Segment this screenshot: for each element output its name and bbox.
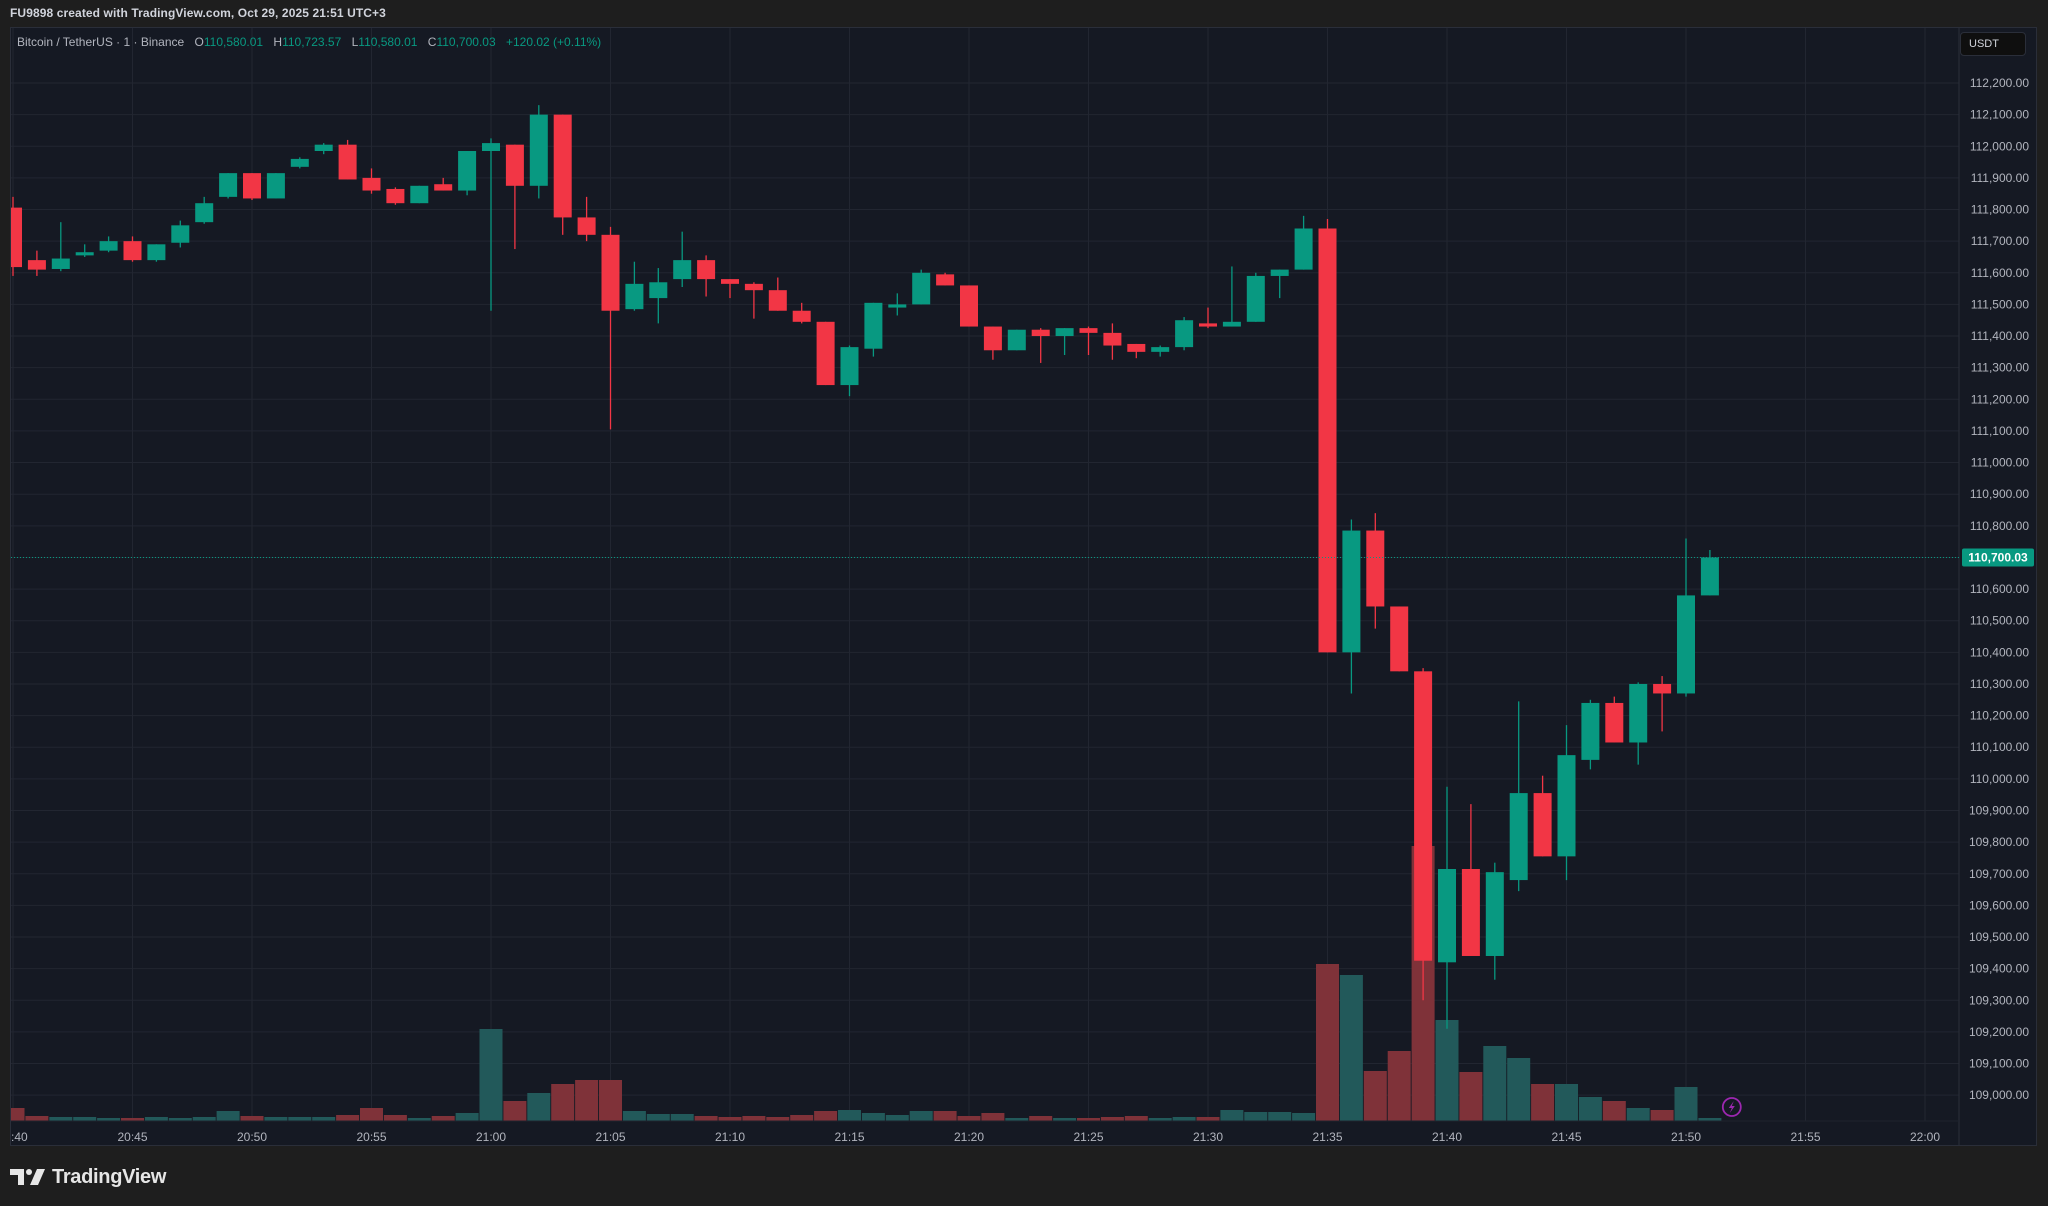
price-candles — [11, 105, 1719, 1029]
svg-text:110,900.00: 110,900.00 — [1970, 487, 2029, 501]
svg-text:111,000.00: 111,000.00 — [1971, 456, 2030, 470]
svg-text:110,600.00: 110,600.00 — [1970, 582, 2029, 596]
open-value: 110,580.01 — [203, 35, 264, 49]
close-value: 110,700.03 — [436, 35, 496, 49]
svg-text:109,400.00: 109,400.00 — [1969, 962, 2029, 976]
svg-text:110,800.00: 110,800.00 — [1970, 519, 2029, 533]
svg-text:109,100.00: 109,100.00 — [1969, 1057, 2029, 1071]
svg-text:109,500.00: 109,500.00 — [1969, 930, 2029, 944]
volume-bars — [11, 846, 1722, 1121]
svg-text:109,800.00: 109,800.00 — [1969, 835, 2029, 849]
svg-text:109,700.00: 109,700.00 — [1969, 867, 2029, 881]
tradingview-logo[interactable]: TradingView — [10, 1165, 166, 1189]
grid-lines — [11, 28, 1959, 1121]
svg-text:111,600.00: 111,600.00 — [1971, 266, 2030, 280]
svg-text:109,600.00: 109,600.00 — [1969, 898, 2029, 912]
tradingview-logo-icon — [10, 1169, 45, 1185]
chart-credit: FU9898 created with TradingView.com, Oct… — [10, 6, 386, 20]
svg-text:110,700.03: 110,700.03 — [1968, 550, 2028, 564]
svg-text:109,900.00: 109,900.00 — [1969, 803, 2029, 817]
svg-text:21:35: 21:35 — [1312, 1130, 1342, 1144]
svg-text:21:05: 21:05 — [595, 1130, 625, 1144]
symbol-title[interactable]: Bitcoin / TetherUS · 1 · Binance — [17, 35, 185, 49]
svg-text:21:10: 21:10 — [715, 1130, 745, 1144]
current-price-line: 110,700.03 — [11, 548, 2034, 567]
change-value: +120.02 (+0.11%) — [505, 35, 602, 49]
currency-unit-button[interactable]: USDT — [1960, 32, 2026, 56]
lightning-alert-icon[interactable] — [1721, 1097, 1742, 1117]
svg-text:109,200.00: 109,200.00 — [1969, 1025, 2029, 1039]
svg-text:21:45: 21:45 — [1551, 1130, 1581, 1144]
high-value: 110,723.57 — [282, 35, 342, 49]
svg-text:22:00: 22:00 — [1910, 1130, 1940, 1144]
svg-text:110,000.00: 110,000.00 — [1970, 772, 2029, 786]
svg-text:110,400.00: 110,400.00 — [1970, 645, 2029, 659]
close-label: C — [427, 35, 437, 49]
svg-text::40: :40 — [11, 1130, 28, 1144]
tradingview-logo-text: TradingView — [52, 1165, 167, 1188]
high-label: H — [273, 35, 283, 49]
svg-text:111,400.00: 111,400.00 — [1971, 329, 2030, 343]
svg-text:110,200.00: 110,200.00 — [1970, 709, 2029, 723]
low-label: L — [351, 35, 359, 49]
price-axis[interactable]: 112,200.00 112,100.00 112,000.00 111,900.00… — [1960, 28, 2037, 1146]
chart-frame[interactable]: Bitcoin / TetherUS · 1 · Binance O110,58… — [10, 27, 2037, 1146]
svg-text:21:30: 21:30 — [1193, 1130, 1223, 1144]
svg-text:110,500.00: 110,500.00 — [1970, 614, 2029, 628]
svg-text:20:45: 20:45 — [117, 1130, 147, 1144]
open-label: O — [194, 35, 204, 49]
svg-text:21:40: 21:40 — [1432, 1130, 1462, 1144]
svg-text:111,900.00: 111,900.00 — [1971, 171, 2030, 185]
svg-text:20:55: 20:55 — [356, 1130, 386, 1144]
svg-text:21:55: 21:55 — [1790, 1130, 1820, 1144]
svg-text:109,300.00: 109,300.00 — [1969, 993, 2029, 1007]
low-value: 110,580.01 — [358, 35, 418, 49]
svg-text:112,100.00: 112,100.00 — [1970, 108, 2029, 122]
svg-text:21:00: 21:00 — [476, 1130, 506, 1144]
svg-text:21:20: 21:20 — [954, 1130, 984, 1144]
svg-text:111,100.00: 111,100.00 — [1971, 424, 2030, 438]
svg-text:20:50: 20:50 — [237, 1130, 267, 1144]
svg-text:21:50: 21:50 — [1671, 1130, 1701, 1144]
svg-text:111,700.00: 111,700.00 — [1971, 234, 2030, 248]
svg-text:110,100.00: 110,100.00 — [1970, 740, 2029, 754]
svg-text:110,300.00: 110,300.00 — [1970, 677, 2029, 691]
svg-text:21:15: 21:15 — [834, 1130, 864, 1144]
svg-text:111,500.00: 111,500.00 — [1971, 297, 2030, 311]
svg-text:21:25: 21:25 — [1073, 1130, 1103, 1144]
svg-text:111,200.00: 111,200.00 — [1971, 392, 2030, 406]
time-axis[interactable]: :40 20:45 20:50 20:55 21:00 21:05 21:10 21:15 21… — [11, 1120, 1959, 1144]
candlestick-chart[interactable]: 112,200.00 112,100.00 112,000.00 111,900.00… — [11, 28, 2037, 1146]
ohlc-legend: Bitcoin / TetherUS · 1 · Binance O110,58… — [17, 35, 601, 49]
svg-text:112,200.00: 112,200.00 — [1970, 76, 2029, 90]
svg-text:111,300.00: 111,300.00 — [1971, 361, 2030, 375]
svg-text:112,000.00: 112,000.00 — [1970, 139, 2029, 153]
svg-text:111,800.00: 111,800.00 — [1971, 203, 2030, 217]
svg-text:109,000.00: 109,000.00 — [1969, 1088, 2029, 1102]
